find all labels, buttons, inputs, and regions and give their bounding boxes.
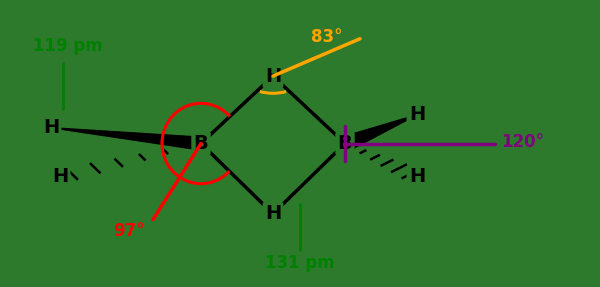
Text: H: H bbox=[409, 167, 425, 186]
Text: B: B bbox=[194, 134, 208, 153]
Text: H: H bbox=[43, 118, 59, 137]
Text: 97°: 97° bbox=[113, 222, 145, 240]
Text: 119 pm: 119 pm bbox=[33, 37, 103, 55]
Polygon shape bbox=[51, 128, 204, 150]
Text: H: H bbox=[52, 167, 68, 186]
Text: H: H bbox=[265, 67, 281, 86]
Polygon shape bbox=[337, 115, 417, 148]
Text: 131 pm: 131 pm bbox=[265, 254, 335, 272]
Text: H: H bbox=[265, 204, 281, 223]
Text: 83°: 83° bbox=[311, 28, 343, 46]
Text: 120°: 120° bbox=[501, 133, 544, 151]
Text: B: B bbox=[338, 134, 352, 153]
Text: H: H bbox=[409, 105, 425, 124]
